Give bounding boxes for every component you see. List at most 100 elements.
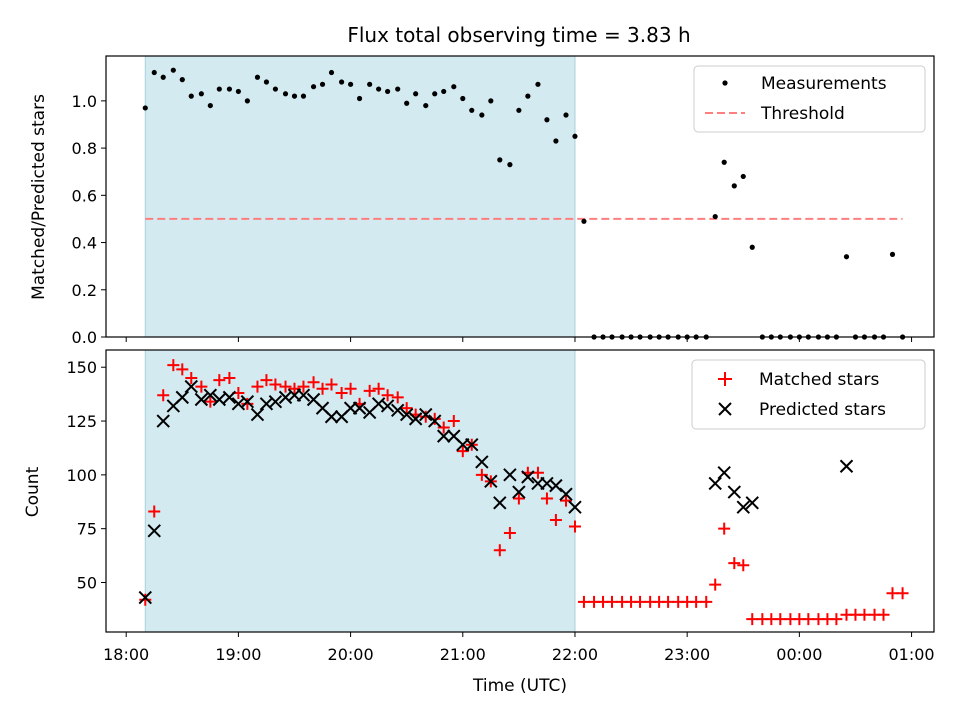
bottom-x-ticks: 18:00 19:00 20:00 21:00 22:00 23:00 00:00 01:00 [103,632,935,664]
predicted-star-point [240,394,255,409]
chart-title: Flux total observing time = 3.83 h [347,23,690,47]
measurement-point [460,95,466,102]
measurement-point [300,93,307,99]
matched-star-point [447,415,460,428]
measurement-point [282,91,289,97]
matched-star-point [475,468,488,481]
bottom-shaded-region [144,349,576,633]
measurement-point [170,67,176,73]
top-shaded-span [144,55,576,338]
predicted-star-point [475,455,489,469]
predicted-star-point [390,403,405,417]
measurement-point [507,162,513,168]
predicted-star-point [250,407,265,422]
measurement-point [254,74,261,80]
matched-star-point [167,359,180,372]
x-tick-label: 21:00 [440,645,486,664]
measurement-point [553,138,559,144]
y-tick-label: 0.8 [72,139,97,158]
predicted-star-point [745,496,759,510]
predicted-star-point [203,388,218,402]
bottom-axes-frame [105,349,935,633]
top-y-axis-label: Matched/Predicted stars [29,94,49,300]
predicted-star-point [736,500,750,514]
bot-shaded-span [144,349,576,633]
measurement-point [404,100,410,106]
measurement-point [151,69,157,76]
predicted-star-point [408,412,423,426]
matched-star-point [549,514,562,527]
measurement-point [339,79,345,85]
top-x-ticks [125,337,913,342]
y-tick-label: 0.2 [72,281,97,300]
measurement-point [291,93,298,99]
top-y-ticks: 0.0 0.2 0.4 0.6 0.8 1.0 [72,92,106,347]
matched-star-point [540,492,553,505]
measurement-point [843,254,850,260]
predicted-star-point [521,470,535,484]
measurement-point [889,251,896,257]
legend-matched-marker [718,372,732,386]
predicted-star-point [324,410,339,424]
predicted-star-point [428,414,442,428]
measurement-point [479,112,485,118]
predicted-star-point [138,590,152,605]
y-tick-label: 100 [66,466,97,485]
matched-star-point [157,389,170,402]
predicted-star-point [493,496,507,510]
matched-star-point [344,382,357,395]
x-tick-label: 19:00 [215,645,261,664]
matched-star-point [241,397,254,410]
y-tick-label: 50 [77,573,97,592]
matched-star-point [335,387,348,400]
predicted-star-point [268,394,283,409]
matched-star-point [728,557,741,570]
matched-star-point [503,526,516,539]
y-tick-label: 0.0 [72,328,97,347]
matched-star-point [185,371,198,384]
matched-star-point [307,376,320,389]
predicted-star-point [222,390,237,405]
legend-matched-label: Matched stars [759,370,879,390]
predicted-star-point [717,465,731,480]
bottom-legend: Matched stars Predicted stars [691,359,926,430]
measurement-point [535,81,541,87]
measurement-point [188,93,194,99]
measurement-point [749,244,755,250]
bottom-y-ticks: 50 75 100 125 150 [66,358,106,592]
predicted-star-point [296,388,311,402]
measurement-point [160,74,166,80]
measurement-point [731,183,737,189]
matched-star-point [297,380,310,393]
measurement-point [198,91,204,97]
measurement-point [244,98,250,104]
measurement-point [207,102,213,109]
matched-star-point [251,380,264,393]
bottom-panel: 50 75 100 125 150 18:00 19:00 20:00 21:00 22:00 2… [23,349,935,696]
predicted-star-point [568,500,582,514]
predicted-star-point [708,476,722,491]
measurement-point [451,84,457,90]
measurement-point [347,81,354,87]
matched-star-point [718,522,731,535]
matched-star-point [774,613,787,626]
matched-star-point [493,544,506,557]
measurement-point [712,213,718,220]
measurement-point [581,218,587,224]
y-tick-label: 0.4 [72,234,97,253]
matched-star-point [363,384,376,397]
matched-star-point [223,371,236,384]
x-tick-label: 20:00 [328,645,374,664]
matched-star-point [830,613,843,626]
measurement-point [563,112,569,118]
legend-measurement-marker [722,80,728,86]
y-tick-label: 0.6 [72,186,97,205]
matched-star-point [391,391,404,404]
top-data-marks [142,67,906,340]
matched-star-point [148,505,161,518]
predicted-star-point [147,524,161,538]
measurement-point [216,86,222,92]
predicted-star-point [727,485,742,499]
x-tick-label: 01:00 [889,645,935,664]
measurement-point [319,81,326,87]
